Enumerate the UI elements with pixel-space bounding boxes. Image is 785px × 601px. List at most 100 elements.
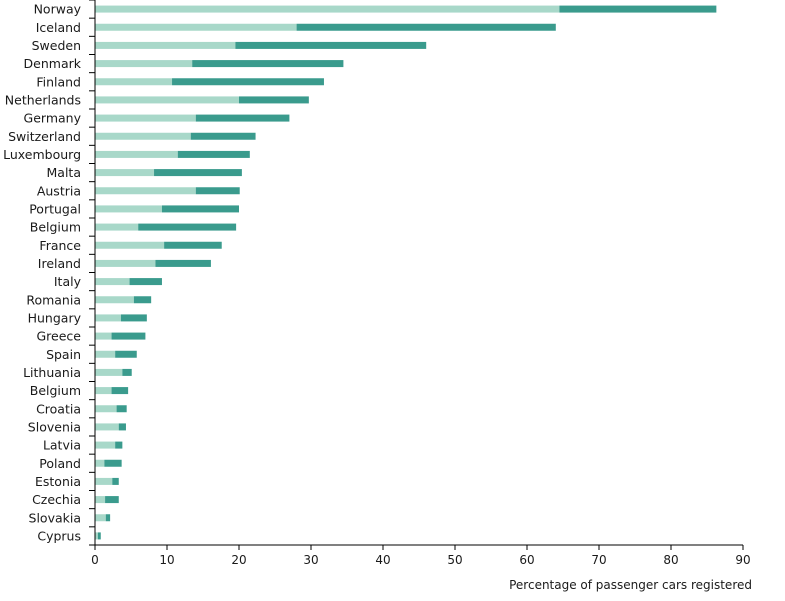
bar-dark-segment bbox=[120, 314, 147, 322]
category-label: Netherlands bbox=[5, 92, 81, 107]
category-label: Belgium bbox=[30, 220, 81, 235]
bar-light-segment bbox=[95, 41, 236, 49]
category-labels: Norway Iceland Sweden Denmark Finland Netherl… bbox=[3, 2, 82, 544]
bar-dark-segment bbox=[154, 169, 242, 177]
category-label: Finland bbox=[36, 74, 81, 89]
bar-light-segment bbox=[95, 223, 139, 231]
bar-dark-segment bbox=[122, 368, 132, 376]
bar-light-segment bbox=[95, 496, 106, 504]
category-label: Portugal bbox=[29, 201, 81, 216]
bar-dark-segment bbox=[104, 459, 122, 467]
category-label: Sweden bbox=[32, 38, 81, 53]
category-label: Greece bbox=[37, 329, 82, 344]
bar-dark-segment bbox=[129, 278, 162, 286]
bar-light-segment bbox=[95, 78, 173, 86]
x-tick-label: 10 bbox=[159, 553, 174, 567]
category-label: Estonia bbox=[35, 474, 81, 489]
bar-light-segment bbox=[95, 169, 155, 177]
category-label: Latvia bbox=[43, 438, 81, 453]
bar-light-segment bbox=[95, 387, 112, 395]
bar-light-segment bbox=[95, 350, 116, 358]
bar-dark-segment bbox=[105, 514, 111, 522]
bar-dark-segment bbox=[161, 205, 239, 213]
bar-dark-segment bbox=[195, 187, 240, 195]
bar-dark-segment bbox=[111, 387, 129, 395]
bar-light-segment bbox=[95, 477, 113, 485]
x-tick-label: 80 bbox=[663, 553, 678, 567]
bar-dark-segment bbox=[115, 441, 123, 449]
category-label: Poland bbox=[39, 456, 81, 471]
bar-light-segment bbox=[95, 278, 130, 286]
bar-dark-segment bbox=[195, 114, 290, 122]
bar-light-segment bbox=[95, 205, 162, 213]
category-label: Italy bbox=[54, 274, 82, 289]
category-label: Denmark bbox=[24, 56, 82, 71]
x-tick-label: 60 bbox=[519, 553, 534, 567]
bar-light-segment bbox=[95, 150, 178, 158]
x-tick-label: 0 bbox=[91, 553, 99, 567]
bar-dark-segment bbox=[296, 23, 556, 31]
bar-light-segment bbox=[95, 314, 121, 322]
category-label: Romania bbox=[26, 292, 81, 307]
bar-dark-segment bbox=[235, 41, 427, 49]
category-label: Ireland bbox=[38, 256, 81, 271]
bar-light-segment bbox=[95, 60, 193, 68]
bar-light-segment bbox=[95, 368, 123, 376]
category-label: Norway bbox=[34, 2, 82, 17]
bar-dark-segment bbox=[172, 78, 324, 86]
category-label: France bbox=[39, 238, 81, 253]
category-label: Czechia bbox=[32, 492, 81, 507]
x-tick-label: 70 bbox=[591, 553, 606, 567]
bar-dark-segment bbox=[116, 405, 127, 413]
bar-dark-segment bbox=[192, 60, 344, 68]
bar-dark-segment bbox=[190, 132, 256, 140]
category-label: Lithuania bbox=[23, 365, 81, 380]
bar-dark-segment bbox=[105, 496, 119, 504]
bar-light-segment bbox=[95, 114, 196, 122]
bar-light-segment bbox=[95, 187, 196, 195]
category-label: Switzerland bbox=[8, 129, 81, 144]
bar-dark-segment bbox=[111, 332, 146, 340]
bar-light-segment bbox=[95, 405, 117, 413]
category-label: Cyprus bbox=[37, 528, 81, 543]
category-label: Belgium bbox=[30, 383, 81, 398]
bar-dark-segment bbox=[177, 150, 250, 158]
x-tick-label: 50 bbox=[447, 553, 462, 567]
category-label: Iceland bbox=[36, 20, 81, 35]
bar-dark-segment bbox=[559, 5, 717, 13]
bar-light-segment bbox=[95, 459, 105, 467]
x-tick-label: 20 bbox=[231, 553, 246, 567]
bar-light-segment bbox=[95, 259, 156, 267]
bar-dark-segment bbox=[115, 350, 137, 358]
bar-light-segment bbox=[95, 5, 560, 13]
x-tick-label: 30 bbox=[303, 553, 318, 567]
x-axis-title: Percentage of passenger cars registered bbox=[509, 578, 752, 592]
bar-dark-segment bbox=[133, 296, 152, 304]
bar-light-segment bbox=[95, 241, 165, 249]
x-tick-label: 40 bbox=[375, 553, 390, 567]
category-label: Hungary bbox=[28, 310, 82, 325]
bar-light-segment bbox=[95, 532, 98, 540]
category-label: Malta bbox=[47, 165, 81, 180]
y-axis-ticks bbox=[89, 0, 95, 546]
bar-dark-segment bbox=[138, 223, 237, 231]
bar-light-segment bbox=[95, 296, 134, 304]
bar-dark-segment bbox=[97, 532, 101, 540]
bar-dark-segment bbox=[164, 241, 222, 249]
bar-light-segment bbox=[95, 23, 297, 31]
bar-dark-segment bbox=[239, 96, 309, 104]
category-label: Slovenia bbox=[28, 419, 81, 434]
bar-light-segment bbox=[95, 423, 119, 431]
bar-light-segment bbox=[95, 441, 116, 449]
bar-light-segment bbox=[95, 96, 239, 104]
category-label: Austria bbox=[37, 183, 81, 198]
category-label: Slovakia bbox=[29, 510, 81, 525]
bars-layer bbox=[95, 5, 717, 540]
bar-dark-segment bbox=[112, 477, 119, 485]
bar-light-segment bbox=[95, 132, 191, 140]
x-axis-ticks: 0 10 20 30 40 50 60 70 80 90 bbox=[91, 545, 751, 567]
x-tick-label: 90 bbox=[735, 553, 750, 567]
category-label: Luxembourg bbox=[3, 147, 81, 162]
bar-light-segment bbox=[95, 332, 112, 340]
